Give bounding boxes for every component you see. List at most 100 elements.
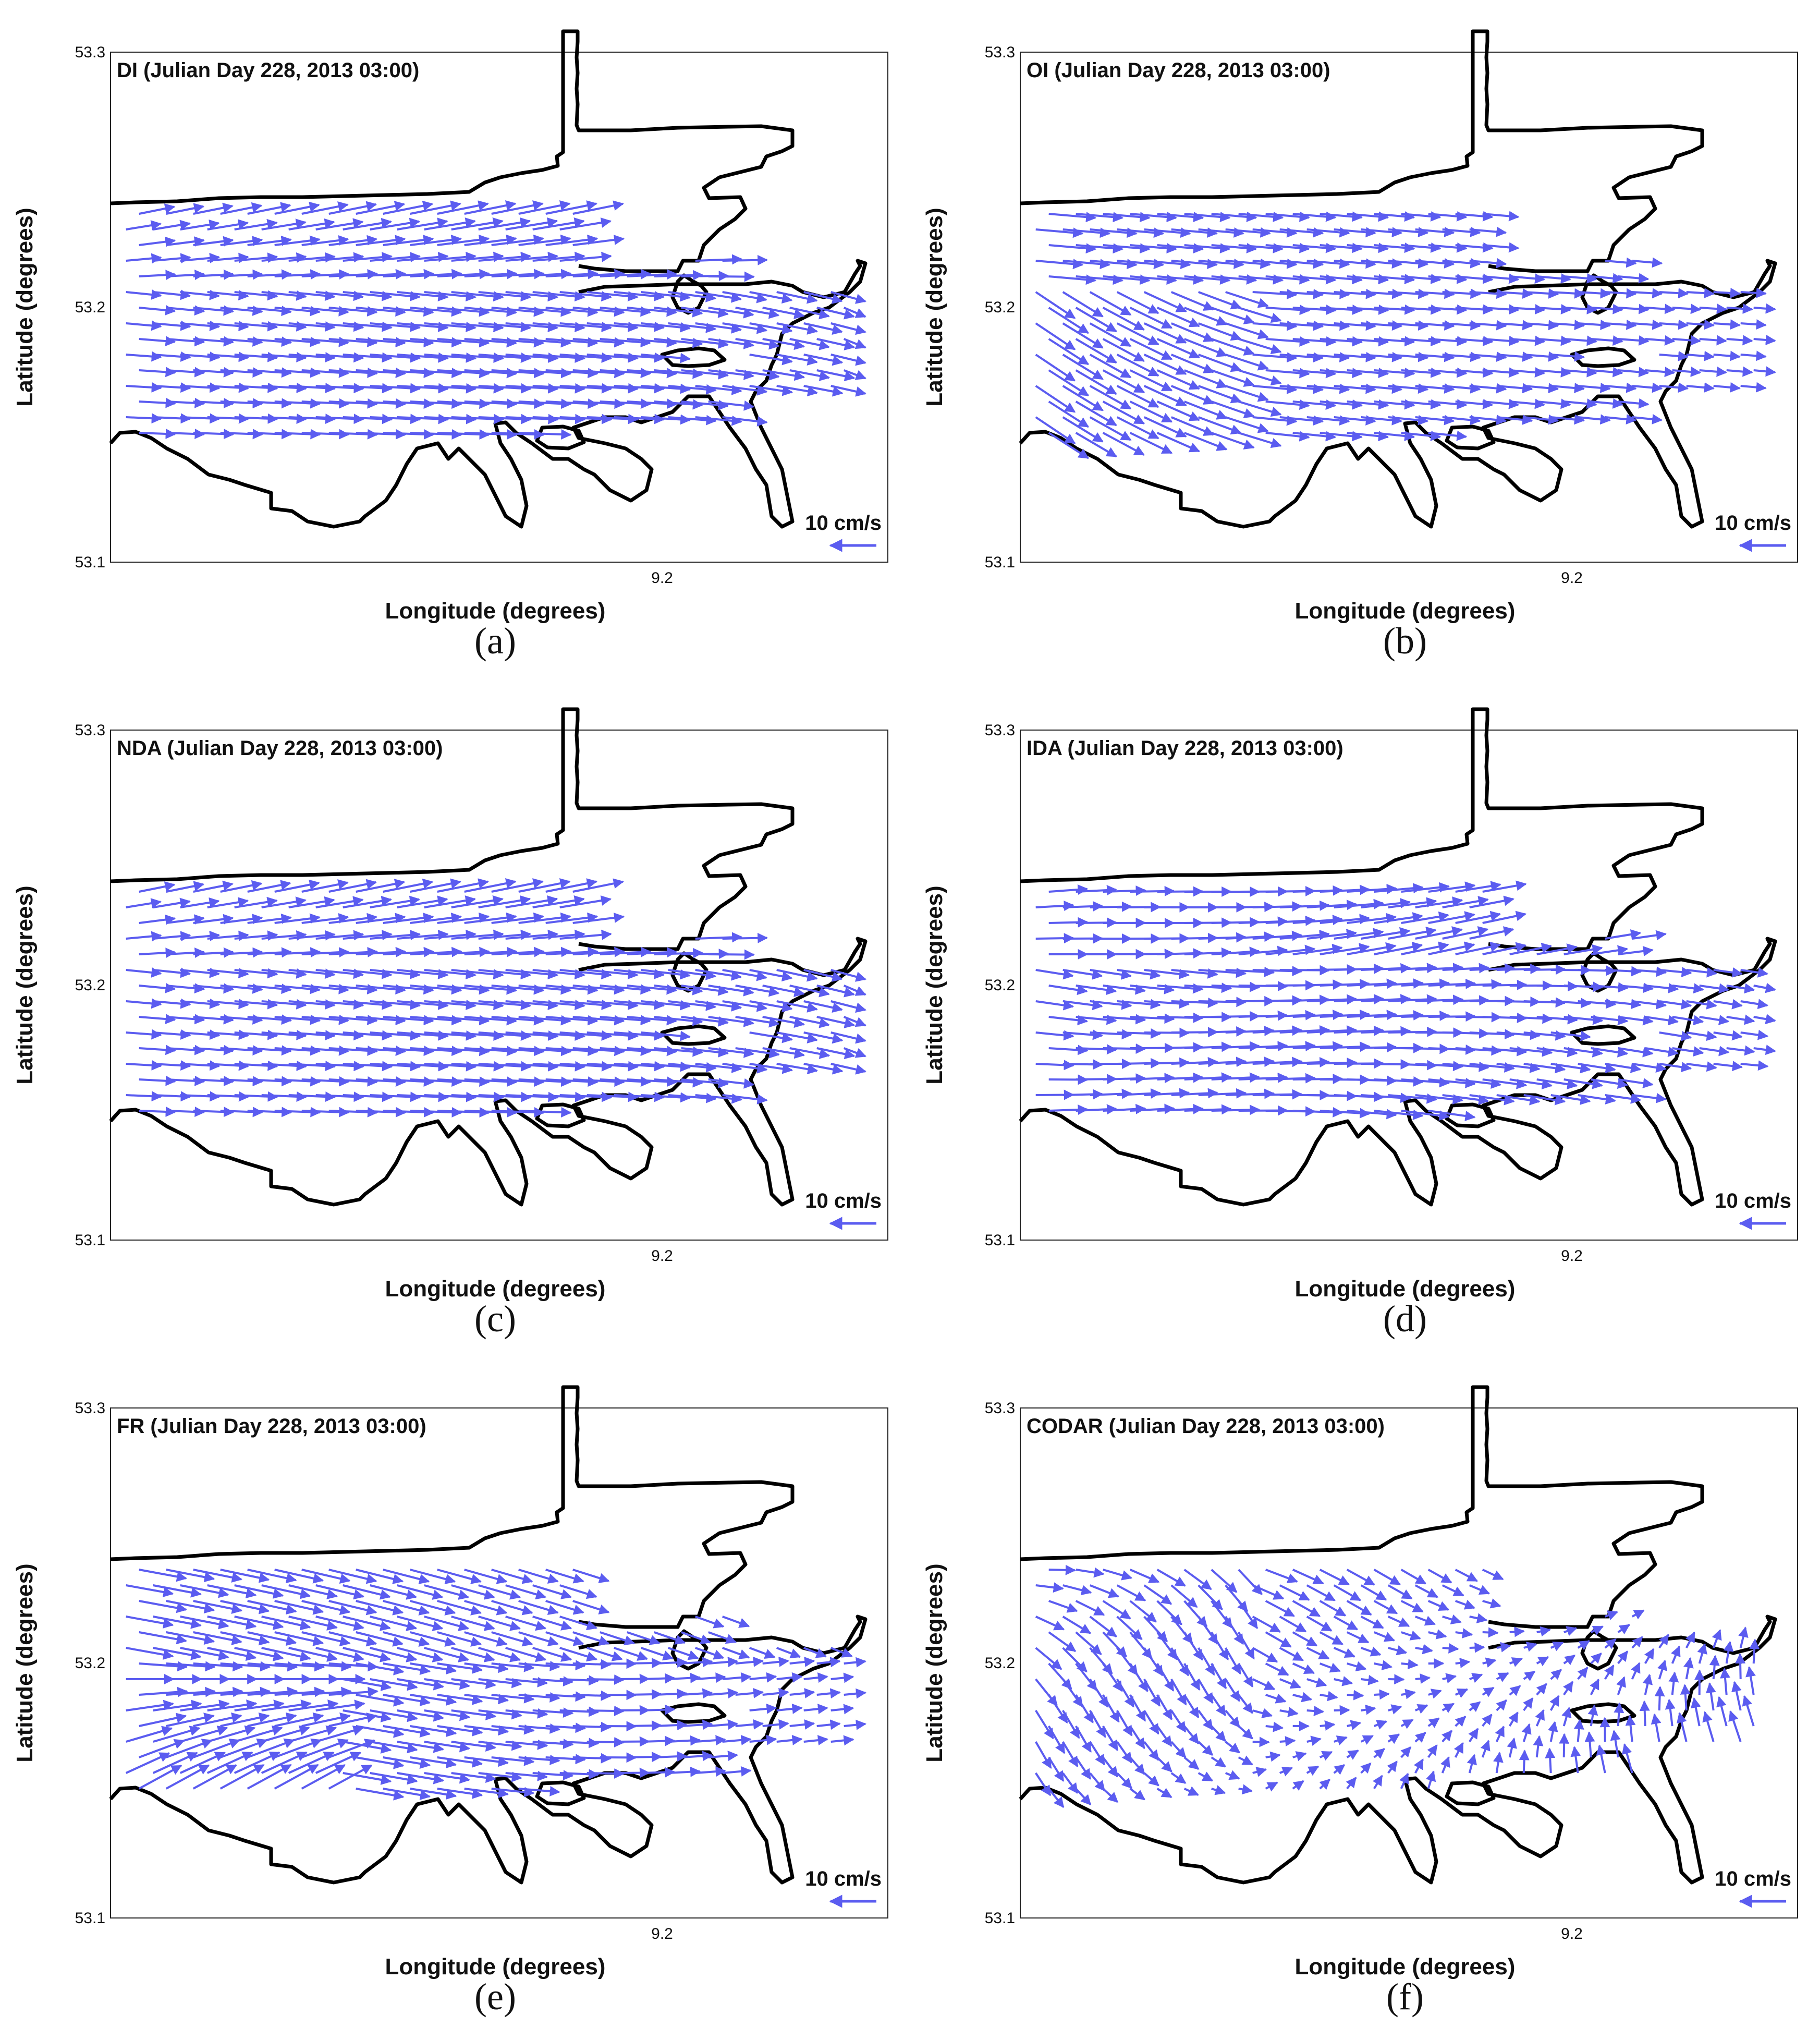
velocity-vector xyxy=(1442,288,1481,299)
velocity-vector xyxy=(587,291,639,302)
velocity-vector xyxy=(180,1584,229,1598)
velocity-vector xyxy=(1373,1631,1396,1642)
velocity-vector xyxy=(1578,414,1611,425)
velocity-vector xyxy=(572,398,625,409)
velocity-vector xyxy=(139,914,176,925)
velocity-vector xyxy=(437,269,490,280)
velocity-vector xyxy=(1564,398,1597,409)
velocity-vector xyxy=(301,367,350,378)
velocity-vector xyxy=(1292,274,1337,285)
velocity-vector xyxy=(789,369,830,381)
velocity-vector xyxy=(383,269,434,280)
velocity-vector xyxy=(1035,385,1076,413)
velocity-vector xyxy=(1374,274,1415,285)
velocity-vector xyxy=(1102,1756,1118,1778)
velocity-vector xyxy=(1210,1662,1227,1690)
velocity-vector xyxy=(1347,431,1389,442)
velocity-vector xyxy=(1618,303,1650,314)
velocity-vector xyxy=(1455,273,1494,284)
velocity-vector xyxy=(1252,1678,1276,1691)
velocity-vector xyxy=(437,234,490,246)
velocity-vector xyxy=(735,369,780,381)
velocity-vector xyxy=(1415,351,1455,362)
scale-label: 10 cm/s xyxy=(1715,1867,1791,1890)
velocity-vector xyxy=(505,217,558,230)
velocity-vector xyxy=(1401,242,1442,253)
velocity-vector xyxy=(247,202,291,215)
velocity-vector xyxy=(749,1703,777,1714)
velocity-vector xyxy=(1373,1720,1388,1730)
velocity-vector xyxy=(1183,1725,1200,1745)
velocity-vector xyxy=(789,1688,815,1698)
velocity-vector xyxy=(1713,1061,1743,1072)
velocity-vector xyxy=(1265,1781,1278,1792)
velocity-vector xyxy=(1361,258,1403,269)
velocity-vector xyxy=(1645,303,1676,314)
velocity-vector xyxy=(301,1713,351,1727)
velocity-vector xyxy=(491,398,545,409)
velocity-vector xyxy=(1373,1600,1398,1614)
velocity-vector xyxy=(1211,1725,1227,1742)
velocity-vector xyxy=(370,414,421,424)
velocity-vector xyxy=(153,253,191,264)
velocity-vector xyxy=(1413,1758,1424,1774)
velocity-vector xyxy=(207,897,249,908)
velocity-vector xyxy=(1699,983,1730,994)
velocity-vector xyxy=(1509,398,1546,409)
velocity-vector xyxy=(1225,416,1269,433)
velocity-vector xyxy=(1631,1609,1645,1620)
velocity-vector xyxy=(207,290,249,301)
current-vectors xyxy=(126,878,866,1118)
velocity-vector xyxy=(328,1631,377,1647)
coastline xyxy=(1570,346,1636,368)
velocity-vector xyxy=(1590,1653,1602,1665)
velocity-vector xyxy=(1211,1785,1226,1795)
velocity-vector xyxy=(410,1631,456,1647)
plot-frame xyxy=(110,52,888,563)
velocity-vector xyxy=(410,1600,456,1616)
velocity-vector xyxy=(1401,273,1442,284)
velocity-vector xyxy=(749,1734,777,1745)
velocity-vector xyxy=(1334,1676,1353,1686)
velocity-vector xyxy=(1211,1756,1227,1768)
velocity-vector xyxy=(1388,351,1429,362)
velocity-vector xyxy=(695,254,743,265)
velocity-vector xyxy=(274,1712,324,1727)
velocity-vector xyxy=(234,1647,284,1661)
velocity-vector xyxy=(1320,305,1363,315)
velocity-vector xyxy=(207,1647,257,1661)
velocity-vector xyxy=(1482,1598,1501,1609)
velocity-vector xyxy=(1156,1788,1172,1799)
velocity-vector xyxy=(1415,288,1455,299)
velocity-vector xyxy=(1563,1681,1574,1696)
velocity-vector xyxy=(491,878,544,893)
velocity-vector xyxy=(464,306,517,317)
velocity-vector xyxy=(328,398,378,409)
velocity-vector xyxy=(1170,1584,1198,1608)
velocity-vector xyxy=(1319,1600,1347,1617)
velocity-vector xyxy=(545,200,597,215)
velocity-vector xyxy=(518,878,571,893)
velocity-vector xyxy=(1129,307,1173,329)
velocity-vector xyxy=(1265,431,1310,442)
velocity-vector xyxy=(180,351,221,362)
velocity-vector xyxy=(1482,398,1520,409)
velocity-vector xyxy=(370,321,421,332)
velocity-vector xyxy=(1401,430,1442,441)
velocity-vector xyxy=(1265,1693,1287,1704)
velocity-vector xyxy=(288,252,336,263)
velocity-vector xyxy=(735,1687,764,1698)
velocity-vector xyxy=(451,322,504,333)
velocity-vector xyxy=(207,321,249,332)
velocity-vector xyxy=(1198,1741,1214,1756)
plot-title: IDA (Julian Day 228, 2013 03:00) xyxy=(1027,737,1343,760)
velocity-vector xyxy=(1035,1647,1062,1670)
velocity-vector xyxy=(491,912,544,924)
velocity-vector xyxy=(532,414,586,424)
velocity-vector xyxy=(1319,1662,1341,1673)
velocity-vector xyxy=(424,322,477,332)
velocity-vector xyxy=(1062,227,1111,238)
velocity-vector xyxy=(1658,1634,1669,1649)
velocity-vector xyxy=(207,382,250,393)
velocity-vector xyxy=(383,913,434,924)
